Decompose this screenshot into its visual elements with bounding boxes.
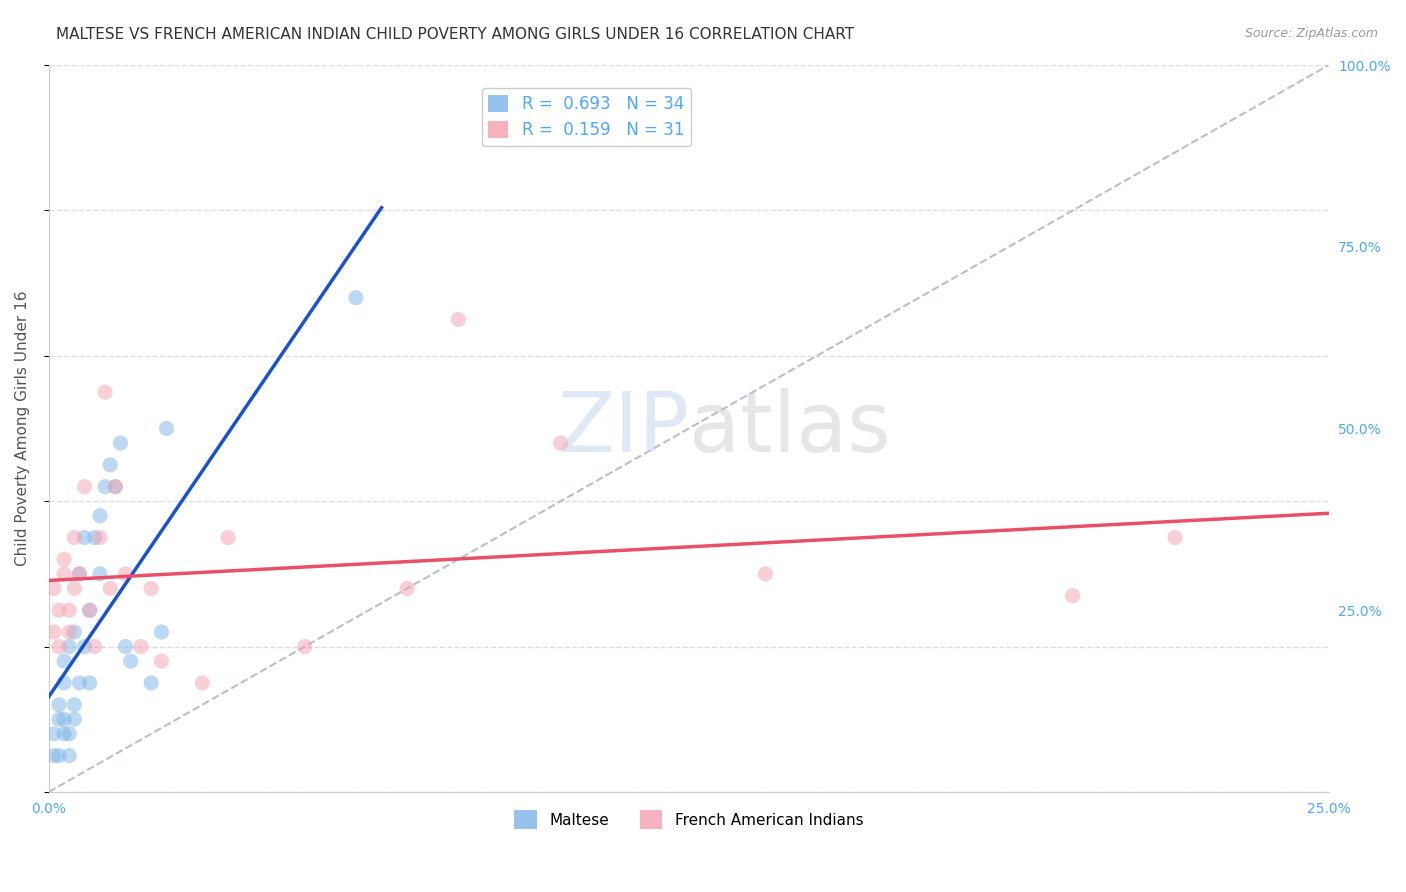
Point bbox=[73, 640, 96, 654]
Point bbox=[73, 480, 96, 494]
Point bbox=[53, 676, 76, 690]
Point bbox=[139, 582, 162, 596]
Point bbox=[104, 480, 127, 494]
Point bbox=[129, 640, 152, 654]
Point bbox=[69, 566, 91, 581]
Point bbox=[94, 480, 117, 494]
Point bbox=[42, 582, 65, 596]
Point bbox=[104, 480, 127, 494]
Point bbox=[550, 436, 572, 450]
Point bbox=[83, 640, 105, 654]
Point bbox=[53, 712, 76, 726]
Point bbox=[63, 531, 86, 545]
Point bbox=[58, 727, 80, 741]
Point bbox=[48, 712, 70, 726]
Point bbox=[79, 676, 101, 690]
Point bbox=[98, 582, 121, 596]
Point bbox=[73, 531, 96, 545]
Point bbox=[42, 625, 65, 640]
Point bbox=[63, 698, 86, 712]
Point bbox=[53, 552, 76, 566]
Point bbox=[53, 727, 76, 741]
Point bbox=[79, 603, 101, 617]
Text: atlas: atlas bbox=[689, 388, 890, 469]
Point bbox=[89, 566, 111, 581]
Point bbox=[89, 531, 111, 545]
Point bbox=[42, 748, 65, 763]
Point bbox=[155, 421, 177, 435]
Point bbox=[1164, 531, 1187, 545]
Point bbox=[1062, 589, 1084, 603]
Text: MALTESE VS FRENCH AMERICAN INDIAN CHILD POVERTY AMONG GIRLS UNDER 16 CORRELATION: MALTESE VS FRENCH AMERICAN INDIAN CHILD … bbox=[56, 27, 855, 42]
Point bbox=[58, 640, 80, 654]
Point bbox=[447, 312, 470, 326]
Point bbox=[58, 603, 80, 617]
Point bbox=[191, 676, 214, 690]
Point bbox=[48, 748, 70, 763]
Point bbox=[63, 712, 86, 726]
Point bbox=[98, 458, 121, 472]
Point bbox=[69, 566, 91, 581]
Point bbox=[150, 654, 173, 668]
Point bbox=[53, 566, 76, 581]
Point bbox=[139, 676, 162, 690]
Point bbox=[79, 603, 101, 617]
Point bbox=[114, 566, 136, 581]
Point bbox=[754, 566, 776, 581]
Point bbox=[89, 508, 111, 523]
Point bbox=[110, 436, 132, 450]
Point bbox=[120, 654, 142, 668]
Point bbox=[83, 531, 105, 545]
Text: Source: ZipAtlas.com: Source: ZipAtlas.com bbox=[1244, 27, 1378, 40]
Point bbox=[114, 640, 136, 654]
Point bbox=[58, 748, 80, 763]
Text: ZIP: ZIP bbox=[557, 388, 689, 469]
Point bbox=[48, 640, 70, 654]
Point bbox=[69, 676, 91, 690]
Legend: Maltese, French American Indians: Maltese, French American Indians bbox=[508, 805, 869, 835]
Point bbox=[294, 640, 316, 654]
Point bbox=[48, 603, 70, 617]
Point bbox=[63, 625, 86, 640]
Point bbox=[94, 385, 117, 400]
Point bbox=[396, 582, 419, 596]
Point bbox=[63, 582, 86, 596]
Point bbox=[42, 727, 65, 741]
Point bbox=[48, 698, 70, 712]
Point bbox=[150, 625, 173, 640]
Y-axis label: Child Poverty Among Girls Under 16: Child Poverty Among Girls Under 16 bbox=[15, 291, 30, 566]
Point bbox=[53, 654, 76, 668]
Point bbox=[344, 291, 367, 305]
Point bbox=[217, 531, 239, 545]
Point bbox=[58, 625, 80, 640]
